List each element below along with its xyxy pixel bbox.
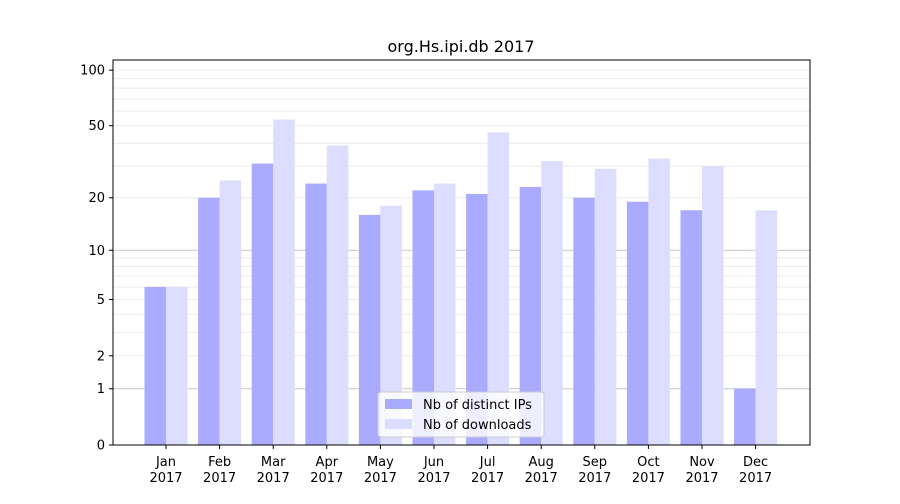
bar-downloads [755, 210, 778, 445]
bar-ips [626, 201, 649, 445]
x-tick-label: Oct [637, 455, 659, 470]
bar-downloads [702, 166, 724, 445]
x-tick-label: May [367, 455, 394, 470]
bar-ips [734, 388, 756, 445]
x-tick-label: 2017 [364, 471, 397, 486]
x-tick-label: 2017 [525, 471, 558, 486]
legend-label: Nb of distinct IPs [423, 398, 532, 413]
bar-ips [358, 214, 381, 445]
y-tick-label: 10 [88, 244, 105, 259]
bar-ips [305, 183, 327, 446]
bar-downloads [487, 132, 510, 446]
bar-ips [680, 210, 702, 445]
y-tick-label: 5 [97, 293, 105, 308]
x-tick-label: Jul [479, 455, 496, 470]
bar-ips [412, 190, 434, 445]
bar-downloads [326, 145, 349, 445]
x-tick-label: 2017 [471, 471, 504, 486]
x-tick-label: 2017 [149, 471, 182, 486]
x-tick-label: Sep [583, 455, 608, 470]
bar-downloads [434, 183, 456, 446]
bar-downloads [166, 286, 188, 445]
bar-downloads [541, 161, 563, 445]
x-tick-label: Feb [208, 455, 231, 470]
x-tick-label: 2017 [417, 471, 450, 486]
y-tick-label: 1 [97, 382, 105, 397]
x-tick-label: 2017 [310, 471, 343, 486]
x-tick-label: Jun [423, 455, 444, 470]
bar-downloads [380, 205, 402, 445]
legend-label: Nb of downloads [423, 418, 532, 433]
x-tick-label: 2017 [203, 471, 236, 486]
legend-swatch [385, 399, 412, 409]
x-tick-label: 2017 [685, 471, 718, 486]
bar-ips [573, 197, 595, 445]
bar-ips [144, 286, 166, 445]
legend-box [377, 391, 545, 438]
y-tick-label: 100 [80, 64, 105, 79]
bar-ips [198, 197, 220, 445]
bar-ips [251, 163, 274, 445]
x-tick-label: Mar [261, 455, 286, 470]
bar-downloads [273, 119, 295, 445]
bar-ips [466, 193, 488, 445]
x-tick-label: Aug [529, 455, 554, 470]
bar-downloads [594, 168, 617, 445]
bar-downloads [648, 158, 670, 445]
x-tick-label: 2017 [257, 471, 290, 486]
x-tick-label: 2017 [632, 471, 665, 486]
x-tick-label: Jan [155, 455, 176, 470]
bar-ips [519, 186, 542, 445]
y-tick-label: 2 [97, 349, 105, 364]
x-tick-label: 2017 [739, 471, 772, 486]
x-tick-label: Dec [743, 455, 768, 470]
y-tick-label: 0 [97, 439, 105, 454]
plot-frame [112, 59, 811, 446]
y-tick-label: 50 [88, 119, 105, 134]
bar-downloads [219, 180, 242, 446]
x-tick-label: Nov [689, 455, 715, 470]
legend-swatch [385, 419, 412, 429]
chart-title: org.Hs.ipi.db 2017 [387, 37, 534, 56]
y-tick-label: 20 [88, 191, 105, 206]
x-tick-label: Apr [316, 455, 339, 470]
x-tick-label: 2017 [578, 471, 611, 486]
